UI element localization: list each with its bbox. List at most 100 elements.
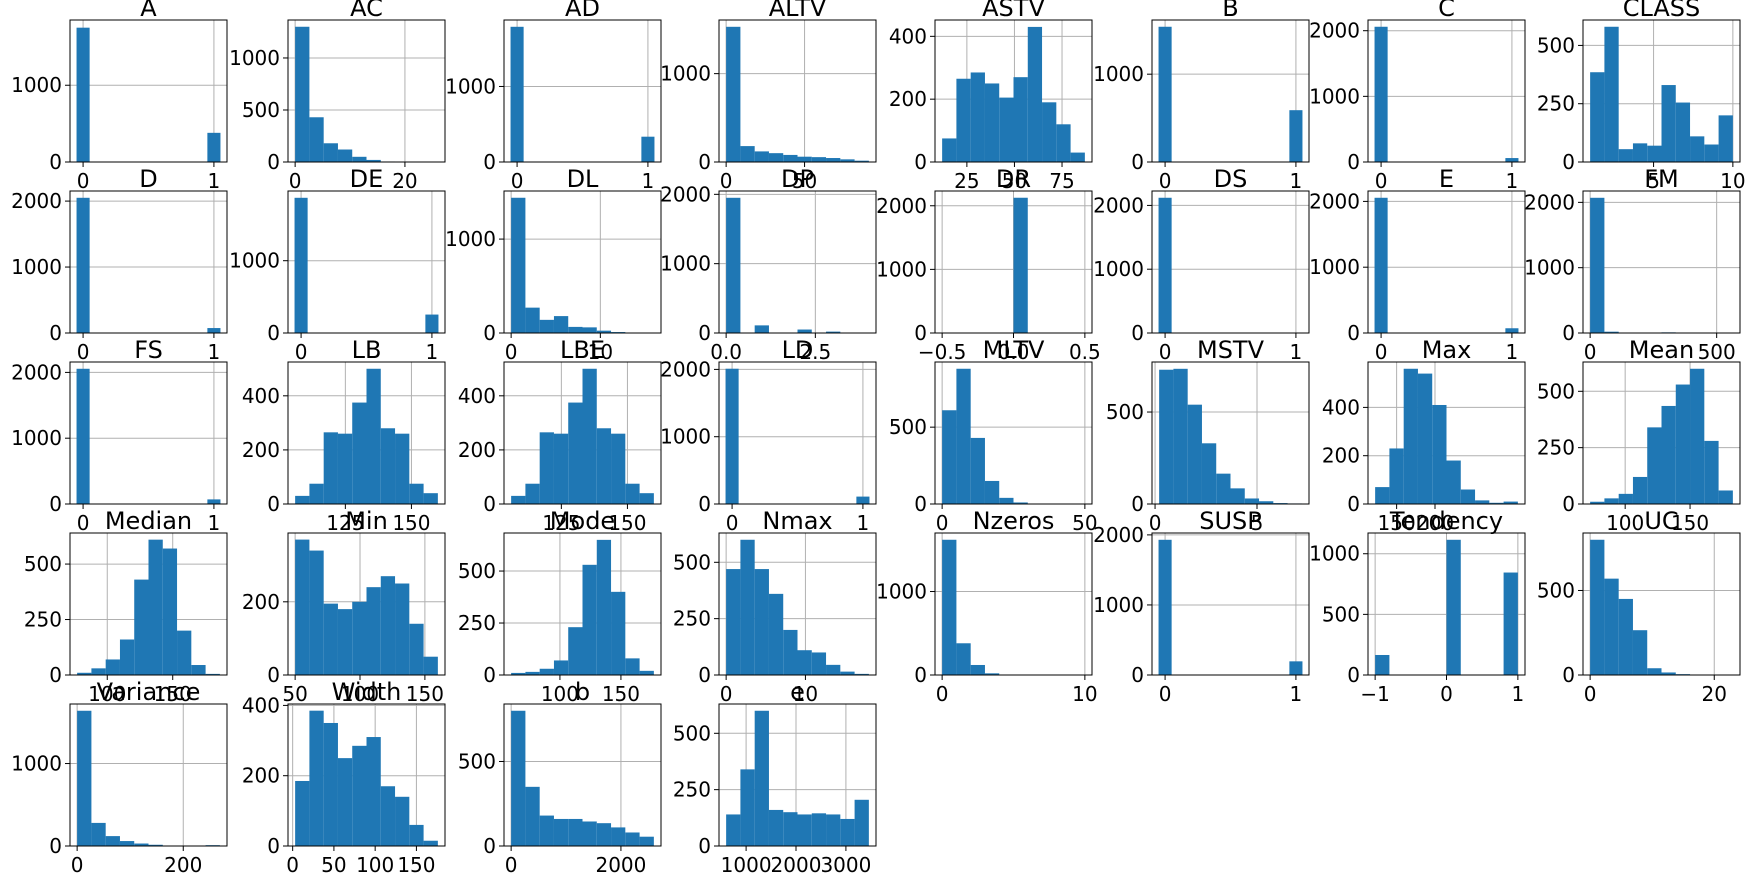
hist-median-axes-frame: [69, 532, 228, 676]
hist-lb-bar-2: [323, 432, 338, 504]
hist-astv-xtick-label-0: 25: [954, 169, 979, 193]
hist-b-bar-9: [639, 836, 654, 846]
hist-b-axes-frame: [1151, 19, 1310, 163]
hist-e-bar-8: [840, 818, 855, 846]
hist-mode-bar-4: [568, 627, 583, 675]
hist-nzeros-title: Nzeros: [973, 507, 1055, 535]
hist-b-bar-0: [1158, 26, 1172, 163]
hist-min-xtick-label-2: 150: [406, 682, 444, 706]
hist-dr-ytick-label-1: 1000: [876, 257, 927, 281]
hist-min-ytick-label-0: 0: [267, 663, 280, 687]
hist-variance-ytick-label-1: 1000: [11, 752, 62, 776]
hist-dl-bar-1: [525, 307, 540, 333]
hist-nzeros-axes-frame: [934, 532, 1093, 676]
hist-uc-axes-frame: [1582, 532, 1741, 676]
hist-median-bar-9: [205, 673, 220, 675]
hist-b-panel: 0 2000 0 500 b: [458, 678, 662, 877]
hist-tendency-xtick-label-0: −1: [1360, 682, 1389, 706]
hist-mean-axes-frame: [1582, 361, 1741, 505]
hist-class-xtick-label-0: 5: [1647, 169, 1660, 193]
hist-e-bar-5: [797, 814, 812, 846]
hist-median-title: Median: [105, 507, 192, 535]
hist-median-bar-7: [177, 630, 192, 675]
hist-dl-title: DL: [567, 165, 599, 193]
hist-mstv-bar-3: [1201, 443, 1217, 504]
hist-class-ytick-label-1: 250: [1537, 92, 1575, 116]
hist-c-title: C: [1438, 0, 1455, 22]
hist-b-ytick-label-0: 0: [1131, 150, 1144, 174]
hist-max-bar-8: [1489, 502, 1504, 504]
hist-width-bar-6: [380, 786, 396, 846]
hist-lbe-bar-4: [568, 402, 583, 504]
hist-astv-bar-4: [999, 97, 1014, 162]
hist-max-bar-4: [1432, 404, 1447, 504]
hist-fs-axes-frame: [69, 361, 228, 505]
hist-lbe-bar-8: [625, 483, 640, 504]
hist-mstv-bar-2: [1187, 404, 1202, 504]
hist-mean-bar-1: [1604, 498, 1619, 504]
hist-mode-bar-9: [639, 670, 654, 675]
hist-median-xtick-label-0: 100: [88, 682, 126, 706]
hist-fm-panel: 0 500 0 1000 2000 FM: [1524, 165, 1741, 364]
hist-mode-bar-8: [625, 658, 640, 675]
hist-dp-xtick-label-1: 2.5: [799, 340, 831, 364]
hist-uc-bar-4: [1647, 668, 1662, 675]
hist-lbe-bar-0: [511, 495, 526, 504]
hist-astv-bar-0: [942, 138, 957, 162]
hist-a-ytick-label-0: 0: [49, 150, 62, 174]
hist-de-ytick-label-0: 0: [267, 321, 280, 345]
hist-ac-bar-0: [295, 26, 310, 163]
hist-de-axes-frame: [287, 190, 446, 334]
hist-mode-bar-7: [611, 591, 626, 675]
hist-nzeros-xtick-label-1: 10: [1072, 682, 1097, 706]
hist-width-xtick-label-2: 100: [356, 853, 394, 877]
hist-lb-panel: 125 150 0 200 400 LB: [242, 336, 446, 535]
hist-median-ytick-label-0: 0: [49, 663, 62, 687]
hist-e-xtick-label-1: 1: [1506, 340, 1519, 364]
hist-mstv-ytick-label-0: 0: [1131, 492, 1144, 516]
hist-astv-bar-7: [1042, 102, 1057, 162]
hist-b-bar-6: [596, 823, 612, 846]
hist-e-ytick-label-0: 0: [698, 834, 711, 858]
hist-class-axes-frame: [1582, 19, 1741, 163]
hist-dp-ytick-label-2: 2000: [660, 182, 711, 206]
hist-d-bar-10: [207, 328, 221, 333]
hist-nmax-bar-4: [783, 629, 798, 675]
hist-mode-title: Mode: [550, 507, 615, 535]
hist-altv-bar-0: [726, 26, 741, 162]
hist-mean-xtick-label-1: 150: [1671, 511, 1709, 535]
hist-max-bar-0: [1375, 487, 1390, 504]
hist-fm-title: FM: [1644, 165, 1679, 193]
hist-max-bar-3: [1417, 373, 1433, 504]
hist-ad-axes-frame: [503, 19, 662, 163]
hist-d-ytick-label-2: 2000: [11, 189, 62, 213]
hist-width-bar-9: [423, 840, 438, 846]
hist-a-bar-0: [76, 27, 90, 163]
hist-nmax-bar-8: [840, 671, 855, 675]
hist-dr-xtick-label-0: −0.5: [918, 340, 967, 364]
hist-e-ytick-label-2: 500: [673, 721, 711, 745]
hist-lb-title: LB: [352, 336, 382, 364]
hist-mstv-bar-5: [1230, 488, 1245, 504]
hist-fm-bar-1: [1604, 331, 1619, 333]
hist-nmax-ytick-label-2: 500: [673, 550, 711, 574]
hist-astv-bar-5: [1013, 77, 1028, 162]
hist-d-ytick-label-0: 0: [49, 321, 62, 345]
hist-min-bar-6: [380, 576, 396, 675]
hist-variance-xtick-label-0: 0: [71, 853, 84, 877]
hist-mean-bar-7: [1690, 368, 1705, 504]
hist-dr-bar-5: [1013, 197, 1028, 333]
hist-dp-bar-2: [754, 325, 769, 333]
hist-width-xtick-label-0: 0: [286, 853, 299, 877]
hist-ad-xtick-label-0: 0: [511, 169, 524, 193]
hist-width-bar-5: [366, 737, 381, 846]
hist-ld-ytick-label-0: 0: [698, 492, 711, 516]
hist-ds-xtick-label-0: 0: [1159, 340, 1172, 364]
hist-dl-bar-2: [539, 319, 554, 333]
hist-ac-title: AC: [350, 0, 383, 22]
hist-dr-ytick-label-0: 0: [914, 321, 927, 345]
hist-e-panel: 0 1 0 1000 2000 E: [1309, 165, 1526, 364]
hist-tendency-ytick-label-0: 0: [1347, 663, 1360, 687]
